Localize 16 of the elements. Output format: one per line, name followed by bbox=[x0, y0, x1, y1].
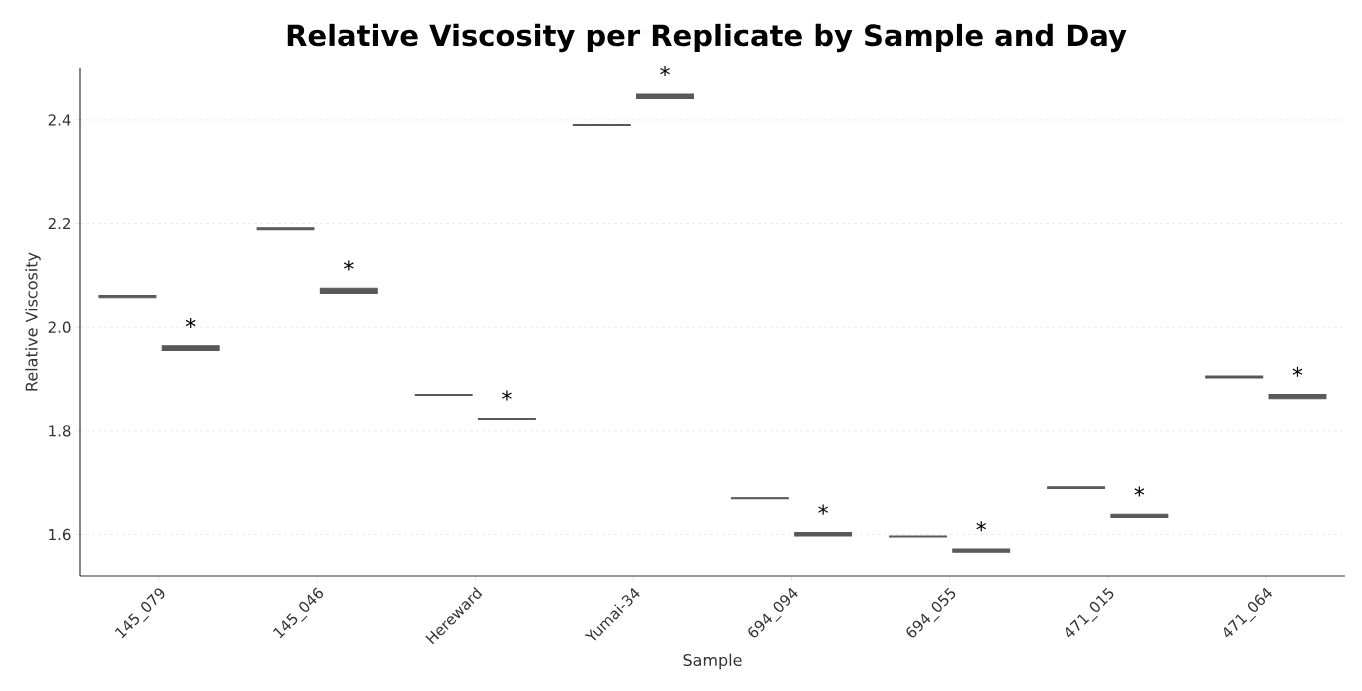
annotation: * bbox=[502, 390, 512, 401]
y-tick-label: 2.0 bbox=[48, 321, 71, 333]
y-axis-title: Relative Viscosity bbox=[25, 252, 41, 391]
annotation: * bbox=[185, 317, 196, 329]
annotation: * bbox=[1134, 486, 1145, 497]
annotation: * bbox=[343, 260, 354, 271]
y-tick-label: 2.4 bbox=[48, 114, 71, 126]
x-axis-title: Sample bbox=[683, 653, 742, 670]
y-tick-label: 1.6 bbox=[49, 528, 71, 541]
chart-title: Relative Viscosity per Replicate by Sample and Day bbox=[287, 23, 1127, 53]
annotation: * bbox=[660, 66, 670, 77]
y-tick-label: 2.2 bbox=[48, 217, 70, 230]
y-tick-label: 1.8 bbox=[49, 425, 71, 437]
annotation: * bbox=[1292, 366, 1303, 377]
annotation: * bbox=[818, 504, 828, 515]
annotation: * bbox=[976, 521, 987, 532]
